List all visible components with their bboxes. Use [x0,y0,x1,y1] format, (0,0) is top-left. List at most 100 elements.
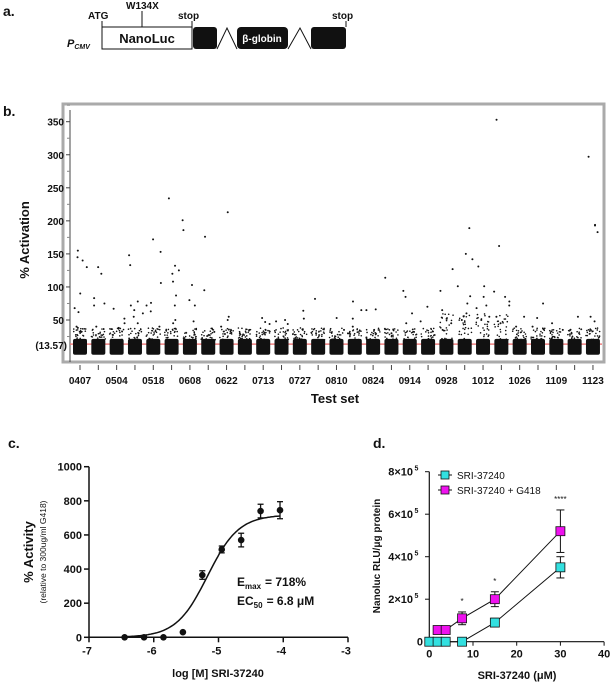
data-point [578,338,580,341]
data-point [334,335,336,337]
data-point [311,328,313,330]
data-point [360,334,363,337]
data-point [176,335,179,337]
y-axis-label: % Activity [21,520,36,582]
data-point [432,327,435,330]
nanoluc-label: NanoLuc [119,31,175,46]
x-tick-label: 0727 [289,376,312,387]
data-point [249,333,251,335]
data-point [426,305,429,308]
data-point [405,338,407,341]
x-axis-label: log [M] SRI-37240 [172,668,264,680]
data-point [79,292,82,295]
data-point [203,330,206,332]
data-point [465,315,468,318]
data-point [238,330,241,333]
y-tick-label: 800 [64,496,82,508]
data-point [303,332,306,335]
legend-marker [440,470,450,480]
data-point [499,331,502,333]
data-point [439,289,442,292]
data-point [302,309,305,312]
data-point [248,337,251,340]
mutation-label: W134X [126,1,159,12]
data-point [191,338,194,341]
data-point [152,334,155,336]
data-point [202,331,204,334]
data-point [580,336,582,339]
significance-marker: **** [554,495,566,504]
data-point [549,337,551,340]
data-point [542,302,545,305]
data-point [190,336,193,338]
data-point [570,331,573,334]
data-point [520,338,522,341]
data-point [457,613,467,624]
data-point [121,338,123,341]
data-point [514,338,517,341]
data-point [99,331,102,334]
data-point [589,328,592,330]
data-point [221,328,223,331]
data-point [511,330,514,333]
data-point [486,323,488,326]
data-point [173,327,176,330]
data-point [425,331,427,333]
data-point [73,307,76,310]
data-point [551,322,554,325]
data-point [357,338,360,341]
data-point [336,333,339,336]
data-point [328,336,331,339]
x-tick-label: 0622 [215,376,238,387]
data-point [451,268,454,271]
data-point [97,266,100,269]
data-point [214,338,216,341]
data-cluster [73,338,87,355]
data-point [129,264,132,267]
data-point [104,338,107,340]
data-point [150,301,153,304]
data-cluster [256,338,271,355]
data-point [95,334,97,337]
data-cluster [512,338,527,355]
data-point [112,330,115,333]
data-point [286,337,289,339]
data-point [192,320,195,323]
data-point [222,335,224,338]
data-point [264,320,267,323]
data-point [462,315,465,318]
data-point [594,335,596,337]
data-point [245,328,247,331]
data-point [445,327,448,329]
data-point [464,326,467,329]
data-point [241,337,243,340]
data-point [505,333,507,336]
data-point [331,335,334,337]
data-point [275,329,277,331]
data-point [165,336,168,339]
data-point [339,334,342,336]
data-point [237,327,240,329]
data-point [476,313,479,316]
data-point [514,337,517,339]
data-point [588,330,591,333]
data-point [580,328,583,330]
data-point [264,333,266,336]
data-point [404,332,407,334]
data-point [420,335,423,338]
data-point [303,330,306,333]
nanoluc-box [101,26,193,50]
data-point [268,330,271,332]
concentration-response-plot: Nanoluc RLU/μg protein SRI-37240 (μM) 0 2… [372,466,610,682]
data-point [483,338,485,341]
data-point [498,244,501,247]
data-point [151,329,154,332]
data-point [244,336,247,338]
data-point [440,636,451,647]
data-point [450,322,453,325]
data-point [468,227,471,230]
data-point [247,331,249,334]
data-point [72,328,75,330]
data-point [569,328,572,331]
